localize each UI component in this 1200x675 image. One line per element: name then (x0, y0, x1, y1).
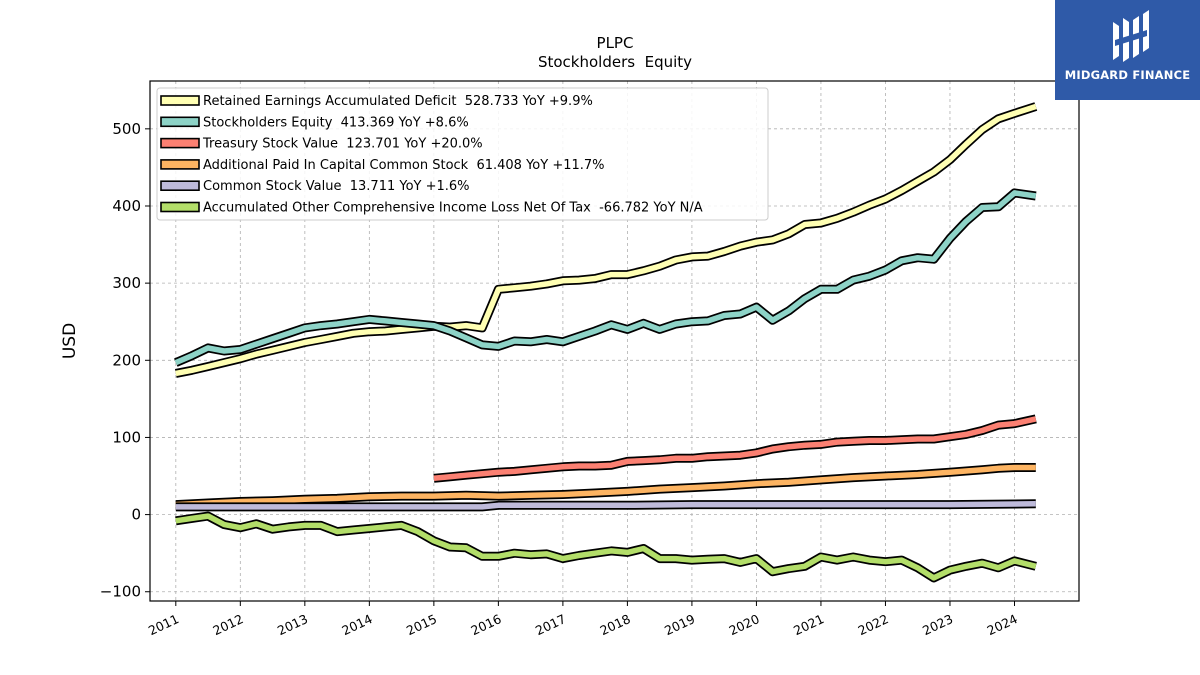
x-tick-label: 2020 (727, 611, 762, 638)
series-line (175, 513, 1037, 581)
y-tick-label: 500 (112, 120, 141, 138)
series-4 (175, 499, 1036, 512)
x-tick-label: 2014 (339, 611, 374, 638)
x-tick-label: 2023 (920, 611, 955, 638)
legend-label: Accumulated Other Comprehensive Income L… (203, 201, 703, 216)
y-tick-label: 400 (112, 197, 141, 215)
x-tick-label: 2015 (404, 611, 439, 638)
series-1 (174, 188, 1037, 367)
series-3 (175, 463, 1036, 510)
legend-label: Stockholders Equity 413.369 YoY +8.6% (203, 115, 469, 130)
legend-box (156, 87, 769, 221)
series-line (175, 464, 1036, 508)
chart-title: PLPC (597, 34, 634, 52)
x-tick-label: 2022 (856, 611, 891, 638)
x-tick-label: 2017 (533, 611, 568, 638)
series-line (174, 190, 1037, 366)
series-0 (174, 102, 1038, 378)
x-tick-label: 2013 (275, 611, 310, 638)
y-tick-label: 300 (112, 274, 141, 292)
legend-label: Additional Paid In Capital Common Stock … (203, 158, 605, 173)
legend-swatch (160, 180, 200, 191)
x-tick-label: 2021 (791, 611, 826, 638)
series-2 (433, 414, 1037, 483)
x-tick-label: 2011 (146, 611, 181, 638)
x-tick-label: 2016 (468, 611, 503, 638)
series-line (175, 103, 1037, 377)
legend: Retained Earnings Accumulated Deficit 52… (156, 87, 769, 221)
y-tick-label: 100 (112, 428, 141, 446)
series-line (175, 501, 1036, 510)
x-tick-label: 2012 (210, 611, 245, 638)
chart-subtitle: Stockholders Equity (538, 53, 692, 71)
legend-swatch (160, 201, 200, 213)
y-axis-label: USD (60, 323, 80, 359)
legend-swatch (160, 95, 200, 106)
x-tick-label: 2019 (662, 611, 697, 638)
legend-label: Common Stock Value 13.711 YoY +1.6% (203, 179, 470, 194)
legend-swatch (160, 137, 200, 149)
y-tick-label: 0 (131, 506, 141, 524)
y-tick-label: −100 (100, 583, 141, 601)
legend-label: Treasury Stock Value 123.701 YoY +20.0% (202, 137, 483, 152)
legend-swatch (160, 159, 200, 170)
brand-logo-mark (1113, 10, 1149, 62)
series-lines (174, 102, 1038, 583)
legend-swatch (160, 116, 200, 128)
series-line (433, 416, 1037, 482)
series-5 (175, 511, 1037, 583)
y-tick-label: 200 (112, 351, 141, 369)
x-tick-label: 2024 (985, 611, 1020, 638)
plot-frame (149, 80, 1080, 602)
x-tick-label: 2018 (597, 611, 632, 638)
legend-label: Retained Earnings Accumulated Deficit 52… (203, 94, 593, 109)
brand-logo: MIDGARD FINANCE (1055, 0, 1200, 100)
brand-name: MIDGARD FINANCE (1064, 68, 1191, 82)
